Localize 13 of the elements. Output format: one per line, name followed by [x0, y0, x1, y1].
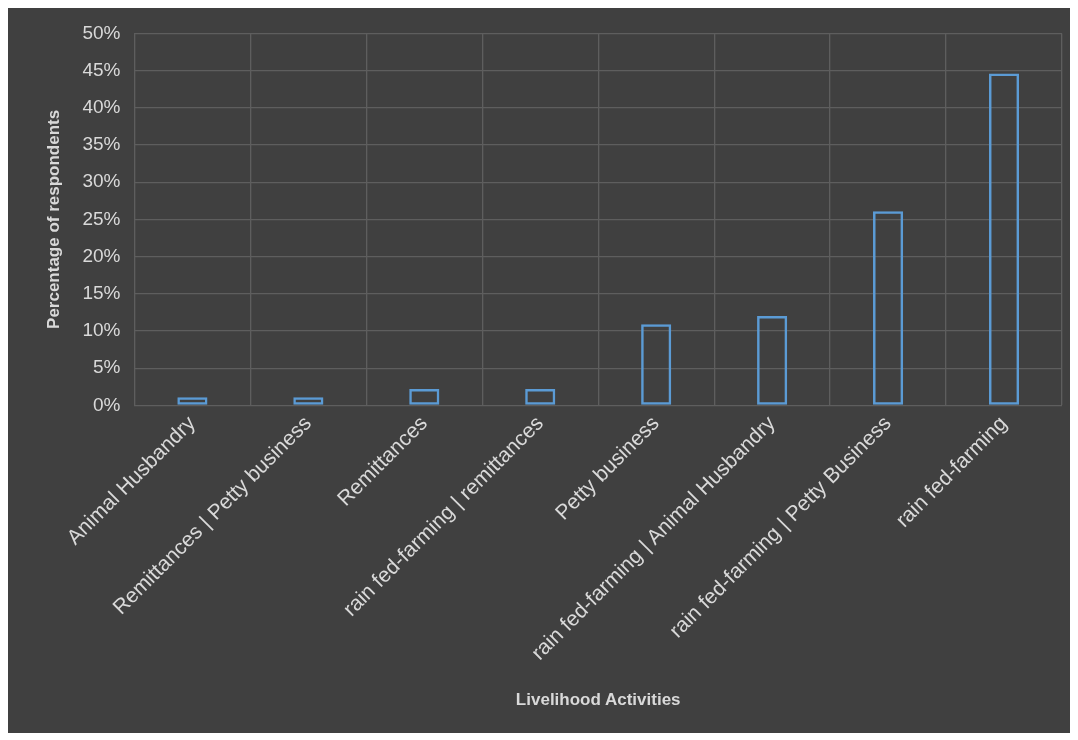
- y-tick-label: 20%: [82, 244, 121, 266]
- y-tick-label: 5%: [92, 356, 121, 378]
- x-axis-title: Livelihood Activities: [515, 690, 681, 710]
- y-tick-label: 45%: [82, 58, 121, 80]
- y-tick-label: 50%: [82, 21, 121, 43]
- y-tick-label: 15%: [82, 282, 121, 304]
- y-tick-label: 0%: [92, 393, 121, 415]
- y-tick-label: 35%: [82, 133, 121, 155]
- y-axis-title: Percentage of respondents: [43, 109, 63, 329]
- y-tick-label: 40%: [82, 96, 121, 118]
- y-tick-label: 30%: [82, 170, 121, 192]
- y-tick-label: 10%: [82, 319, 121, 341]
- y-tick-label: 25%: [82, 207, 121, 229]
